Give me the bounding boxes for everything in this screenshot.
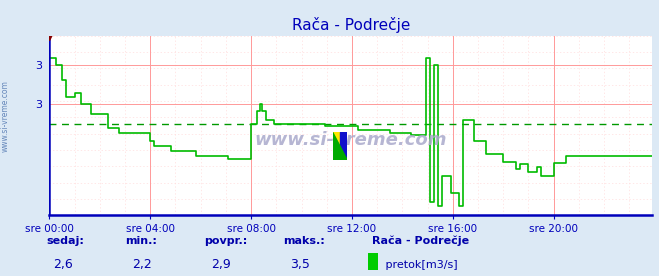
Text: sedaj:: sedaj: [46,236,84,246]
Text: Rača - Podrečje: Rača - Podrečje [372,236,469,246]
Title: Rača - Podrečje: Rača - Podrečje [292,17,410,33]
Text: maks.:: maks.: [283,236,325,246]
Text: pretok[m3/s]: pretok[m3/s] [382,260,458,270]
Bar [340,132,347,160]
Text: 2,2: 2,2 [132,258,152,271]
Bar [333,132,340,160]
Text: www.si-vreme.com: www.si-vreme.com [1,80,10,152]
Text: 3,5: 3,5 [290,258,310,271]
Text: min.:: min.: [125,236,157,246]
Polygon shape [333,132,347,160]
Text: 2,9: 2,9 [211,258,231,271]
Text: 2,6: 2,6 [53,258,72,271]
Text: povpr.:: povpr.: [204,236,248,246]
Text: www.si-vreme.com: www.si-vreme.com [254,131,447,149]
